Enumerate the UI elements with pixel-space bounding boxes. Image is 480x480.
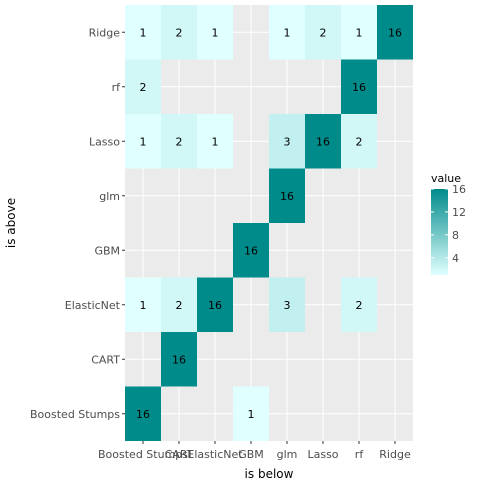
x-tick-label: ElasticNet	[187, 448, 243, 461]
cell-value-label: 1	[140, 299, 147, 312]
cell-value-label: 1	[140, 135, 147, 148]
cell-value-label: 2	[176, 299, 183, 312]
cell-value-label: 16	[208, 299, 222, 312]
cell-value-label: 16	[172, 353, 186, 366]
heatmap-cell	[161, 277, 197, 332]
x-tick-label: GBM	[238, 448, 264, 461]
y-axis-title: is above	[4, 198, 18, 248]
cell-value-label: 3	[284, 299, 291, 312]
cell-value-label: 16	[244, 244, 258, 257]
y-tick-label: glm	[99, 190, 120, 203]
heatmap-cell	[341, 114, 377, 169]
cell-value-label: 3	[284, 135, 291, 148]
heatmap-cell	[269, 114, 305, 169]
cell-value-label: 16	[280, 190, 294, 203]
cell-value-label: 1	[356, 26, 363, 39]
heatmap-cell	[197, 5, 233, 60]
x-tick-label: Ridge	[379, 448, 411, 461]
cell-value-label: 2	[356, 135, 363, 148]
heatmap-cell	[233, 223, 269, 278]
legend-tick-label: 16	[452, 183, 466, 196]
cell-value-label: 1	[212, 26, 219, 39]
heatmap-cell	[125, 5, 161, 60]
heatmap-cell	[197, 277, 233, 332]
heatmap-cell	[161, 5, 197, 60]
y-tick-label: Boosted Stumps	[30, 408, 120, 421]
x-tick-label: Boosted Stumps	[98, 448, 188, 461]
heatmap-cell	[269, 168, 305, 223]
heatmap-cell	[125, 114, 161, 169]
heatmap-cell	[125, 277, 161, 332]
y-tick-label: CART	[91, 353, 120, 366]
cell-value-label: 1	[212, 135, 219, 148]
heatmap-cell	[125, 386, 161, 441]
cell-value-label: 16	[316, 135, 330, 148]
heatmap-cell	[305, 5, 341, 60]
y-tick-label: Lasso	[89, 135, 120, 148]
x-tick-label: rf	[355, 448, 365, 461]
cell-value-label: 16	[388, 26, 402, 39]
cell-value-label: 2	[140, 81, 147, 94]
y-tick-label: Ridge	[89, 26, 121, 39]
cell-value-label: 2	[356, 299, 363, 312]
heatmap-cell	[161, 114, 197, 169]
heatmap-cell	[125, 59, 161, 114]
heatmap-cell	[197, 114, 233, 169]
cell-value-label: 1	[248, 408, 255, 421]
heatmap-cells: 1 2 1 1 2 1 16 2 16 1 2 1 3 16 2 16 16 1 2 16 3 2 16 16 1	[125, 5, 413, 441]
heatmap-cell	[341, 277, 377, 332]
heatmap-cell	[233, 386, 269, 441]
x-tick-label: glm	[277, 448, 298, 461]
legend-title: value	[431, 172, 461, 185]
heatmap-cell	[341, 59, 377, 114]
cell-value-label: 1	[140, 26, 147, 39]
heatmap-cell	[305, 114, 341, 169]
heatmap-cell	[161, 332, 197, 387]
heatmap-cell	[341, 5, 377, 60]
cell-value-label: 1	[284, 26, 291, 39]
cell-value-label: 16	[352, 81, 366, 94]
legend-tick-label: 8	[452, 229, 459, 242]
y-tick-label: ElasticNet	[65, 299, 121, 312]
cell-value-label: 16	[136, 408, 150, 421]
cell-value-label: 2	[320, 26, 327, 39]
heatmap-cell	[269, 277, 305, 332]
legend-colorbar	[431, 189, 448, 275]
x-tick-label: CART	[165, 448, 194, 461]
legend-tick-label: 4	[452, 252, 459, 265]
y-tick-label: GBM	[94, 244, 120, 257]
legend-tick-label: 12	[452, 206, 466, 219]
heatmap-cell	[269, 5, 305, 60]
heatmap-cell	[377, 5, 413, 60]
cell-value-label: 2	[176, 26, 183, 39]
x-axis-title: is below	[245, 467, 294, 480]
y-axis: Boosted Stumps CART ElasticNet GBM glm Lasso r…	[30, 26, 125, 421]
x-tick-label: Lasso	[307, 448, 338, 461]
legend: value 4 8 12 16	[431, 172, 466, 275]
cell-value-label: 2	[176, 135, 183, 148]
y-tick-label: rf	[112, 81, 122, 94]
